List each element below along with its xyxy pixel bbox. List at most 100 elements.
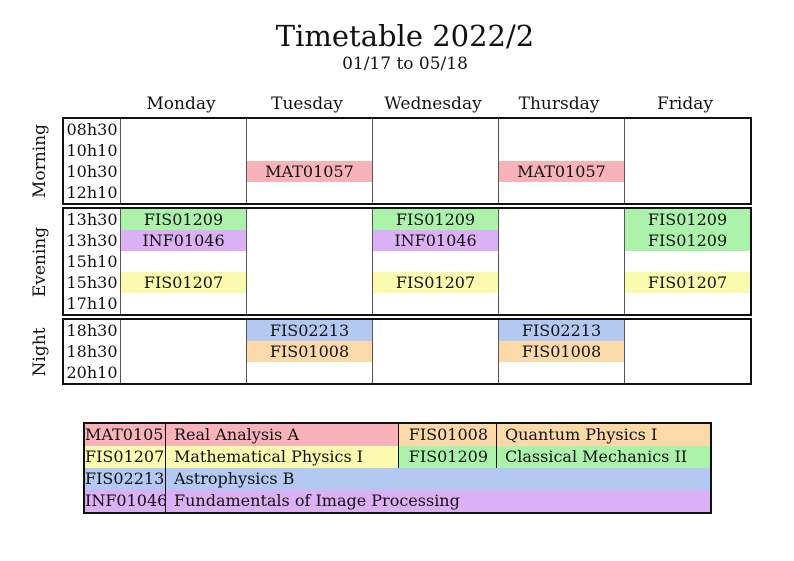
title-block: Timetable 2022/2 01/17 to 05/18	[62, 19, 748, 75]
slot-cell	[120, 140, 246, 161]
slot-cell: FIS02213	[498, 320, 624, 341]
time-label: 15h30	[66, 273, 118, 292]
slot-cell	[498, 362, 624, 383]
slot-cell	[498, 182, 624, 203]
slot-cell	[246, 362, 372, 383]
legend-name-cell: Mathematical Physics I	[165, 446, 398, 468]
day-header-tuesday: Tuesday	[271, 93, 343, 114]
slot-cell	[246, 182, 372, 203]
slot-cell: FIS02213	[246, 320, 372, 341]
slot-cell	[246, 272, 372, 293]
slot-cell	[624, 320, 750, 341]
time-label: 08h30	[66, 120, 118, 139]
time-label: 13h30	[66, 210, 118, 229]
section-morning: 08h30 10h10 10h30 MAT01057 MAT01057 12h1…	[62, 117, 752, 205]
slot-cell	[246, 119, 372, 140]
slot-cell	[624, 182, 750, 203]
slot-cell	[120, 341, 246, 362]
day-header-row: Monday Tuesday Wednesday Thursday Friday	[62, 90, 752, 117]
slot-cell	[372, 320, 498, 341]
slot-cell	[498, 119, 624, 140]
legend-code-cell: FIS01209	[398, 446, 496, 468]
slot-cell	[498, 209, 624, 230]
slot-cell	[372, 293, 498, 314]
section-label-evening: Evening	[30, 226, 50, 298]
time-label: 18h30	[66, 342, 118, 361]
slot-cell	[120, 251, 246, 272]
slot-cell	[624, 341, 750, 362]
slot-cell	[372, 119, 498, 140]
slot-cell	[246, 293, 372, 314]
slot-cell	[372, 161, 498, 182]
slot-cell	[246, 209, 372, 230]
day-header-thursday: Thursday	[518, 93, 600, 114]
legend-code-cell: MAT01057	[85, 424, 165, 446]
slot-cell: FIS01209	[624, 230, 750, 251]
slot-cell: FIS01209	[372, 209, 498, 230]
slot-cell	[120, 362, 246, 383]
slot-cell	[372, 341, 498, 362]
slot-cell: FIS01209	[120, 209, 246, 230]
slot-cell	[372, 182, 498, 203]
slot-cell	[498, 230, 624, 251]
slot-cell	[120, 161, 246, 182]
day-header-friday: Friday	[657, 93, 713, 114]
time-label: 10h30	[66, 162, 118, 181]
time-label: 13h30	[66, 231, 118, 250]
page-title: Timetable 2022/2	[275, 19, 535, 53]
time-label: 10h10	[66, 141, 118, 160]
slot-cell	[246, 140, 372, 161]
slot-cell	[498, 293, 624, 314]
slot-cell: FIS01207	[624, 272, 750, 293]
legend-code-cell: INF01046	[85, 490, 165, 512]
legend-name-cell: Real Analysis A	[165, 424, 398, 446]
legend-code-cell: FIS01008	[398, 424, 496, 446]
slot-cell	[498, 251, 624, 272]
day-header-wednesday: Wednesday	[384, 93, 482, 114]
slot-cell: FIS01207	[372, 272, 498, 293]
slot-cell	[246, 230, 372, 251]
time-label: 18h30	[66, 321, 118, 340]
slot-cell	[120, 182, 246, 203]
slot-cell	[624, 362, 750, 383]
legend-name-cell: Quantum Physics I	[496, 424, 710, 446]
slot-cell	[624, 119, 750, 140]
slot-cell	[372, 140, 498, 161]
slot-cell	[120, 293, 246, 314]
timetable: Monday Tuesday Wednesday Thursday Friday…	[62, 90, 752, 387]
time-label: 17h10	[66, 294, 118, 313]
slot-cell: MAT01057	[498, 161, 624, 182]
legend-name-cell: Astrophysics B	[165, 468, 710, 490]
slot-cell	[120, 119, 246, 140]
legend-name-cell: Classical Mechanics II	[496, 446, 710, 468]
slot-cell	[624, 161, 750, 182]
slot-cell	[624, 251, 750, 272]
slot-cell: INF01046	[120, 230, 246, 251]
slot-cell: FIS01008	[246, 341, 372, 362]
slot-cell: FIS01008	[498, 341, 624, 362]
slot-cell	[372, 362, 498, 383]
time-label: 20h10	[66, 363, 118, 382]
day-header-monday: Monday	[146, 93, 216, 114]
date-range: 01/17 to 05/18	[342, 54, 468, 75]
legend-name-cell: Fundamentals of Image Processing	[165, 490, 710, 512]
slot-cell: INF01046	[372, 230, 498, 251]
slot-cell	[498, 140, 624, 161]
legend-code-cell: FIS02213	[85, 468, 165, 490]
legend-code-cell: FIS01207	[85, 446, 165, 468]
slot-cell: FIS01207	[120, 272, 246, 293]
section-night: 18h30 FIS02213 FIS02213 18h30 FIS01008 F…	[62, 318, 752, 385]
time-label: 15h10	[66, 252, 118, 271]
slot-cell: FIS01209	[624, 209, 750, 230]
slot-cell	[624, 293, 750, 314]
time-label: 12h10	[66, 183, 118, 202]
section-label-night: Night	[30, 327, 50, 377]
course-legend: MAT01057 Real Analysis A FIS01008 Quantu…	[83, 422, 712, 514]
section-evening: 13h30 FIS01209 FIS01209 FIS01209 13h30 I…	[62, 207, 752, 316]
slot-cell	[498, 272, 624, 293]
slot-cell	[120, 320, 246, 341]
section-label-morning: Morning	[30, 124, 50, 198]
slot-cell	[246, 251, 372, 272]
slot-cell	[624, 140, 750, 161]
